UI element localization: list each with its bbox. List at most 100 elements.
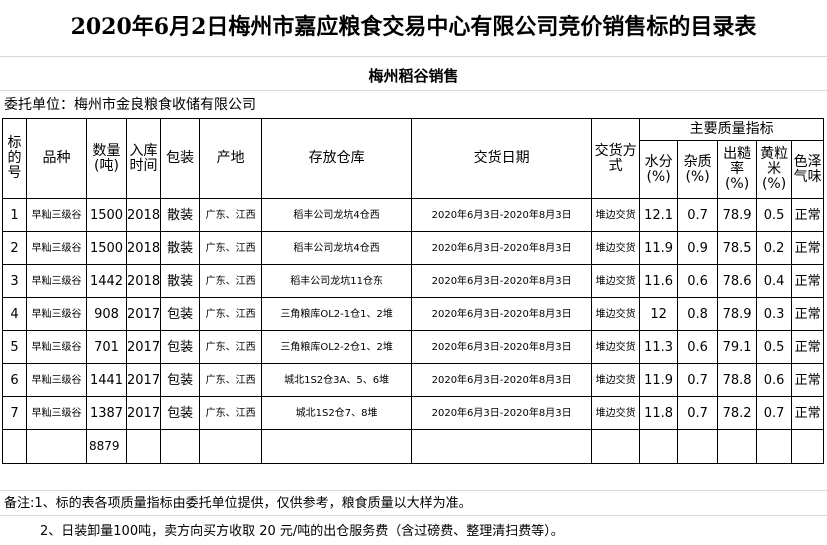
empty-cell <box>791 429 825 464</box>
cell-delivery-method: 堆边交货 <box>591 363 641 397</box>
cell-quantity: 1500 <box>86 198 127 232</box>
cell-packaging: 散装 <box>160 264 201 298</box>
header-warehouse: 存放仓库 <box>261 118 413 199</box>
cell-warehouse: 稻丰公司龙坑4仓西 <box>261 198 413 232</box>
cell-warehouse: 三角粮库OL2-1仓1、2堆 <box>261 297 413 331</box>
cell-lot-no: 7 <box>2 396 27 430</box>
cell-color-odor: 正常 <box>791 297 825 331</box>
empty-cell <box>639 429 679 464</box>
cell-warehouse: 城北1S2仓3A、5、6堆 <box>261 363 413 397</box>
gridline <box>0 515 827 516</box>
cell-variety: 早籼三级谷 <box>26 198 87 232</box>
cell-lot-no: 3 <box>2 264 27 298</box>
cell-delivery-date: 2020年6月3日-2020年8月3日 <box>411 198 593 232</box>
cell-lot-no: 5 <box>2 330 27 364</box>
cell-impurity: 0.6 <box>677 330 719 364</box>
cell-origin: 广东、江西 <box>199 264 263 298</box>
total-quantity: 8879 <box>86 429 127 464</box>
cell-origin: 广东、江西 <box>199 231 263 265</box>
cell-packaging: 散装 <box>160 231 201 265</box>
cell-delivery-method: 堆边交货 <box>591 297 641 331</box>
empty-cell <box>677 429 719 464</box>
cell-warehouse: 稻丰公司龙坑11仓东 <box>261 264 413 298</box>
cell-color-odor: 正常 <box>791 396 825 430</box>
cell-delivery-date: 2020年6月3日-2020年8月3日 <box>411 363 593 397</box>
cell-delivery-date: 2020年6月3日-2020年8月3日 <box>411 297 593 331</box>
cell-storage-year: 2017 <box>125 330 162 364</box>
cell-yellow-grain: 0.3 <box>756 297 793 331</box>
empty-cell <box>125 429 162 464</box>
cell-color-odor: 正常 <box>791 330 825 364</box>
note-1: 备注:1、标的表各项质量指标由委托单位提供，仅供参考，粮食质量以大样为准。 <box>4 496 472 511</box>
header-method: 交货方式 <box>591 118 641 199</box>
cell-variety: 早籼三级谷 <box>26 264 87 298</box>
cell-warehouse: 三角粮库OL2-2仓1、2堆 <box>261 330 413 364</box>
cell-packaging: 包装 <box>160 396 201 430</box>
cell-origin: 广东、江西 <box>199 396 263 430</box>
table-row: 5 早籼三级谷 701 2017 包装 广东、江西 三角粮库OL2-2仓1、2堆 2020年6… <box>2 330 825 364</box>
header-origin: 产地 <box>199 118 263 199</box>
table-row: 3 早籼三级谷 1442 2018 散装 广东、江西 稻丰公司龙坑11仓东 2020年6月3日… <box>2 264 825 298</box>
cell-yellow-grain: 0.2 <box>756 231 793 265</box>
cell-yellow-grain: 0.7 <box>756 396 793 430</box>
cell-storage-year: 2018 <box>125 198 162 232</box>
cell-husked-yield: 78.6 <box>717 264 758 298</box>
gridline <box>0 56 827 57</box>
cell-yellow-grain: 0.6 <box>756 363 793 397</box>
cell-color-odor: 正常 <box>791 231 825 265</box>
table-row: 1 早籼三级谷 1500 2018 散装 广东、江西 稻丰公司龙坑4仓西 2020年6月3日-… <box>2 198 825 232</box>
header-no: 标的号 <box>2 118 27 199</box>
cell-impurity: 0.7 <box>677 363 719 397</box>
cell-origin: 广东、江西 <box>199 297 263 331</box>
cell-husked-yield: 78.9 <box>717 198 758 232</box>
header-color: 色泽气味 <box>791 140 825 199</box>
cell-impurity: 0.7 <box>677 396 719 430</box>
header-qty: 数量(吨) <box>86 118 127 199</box>
cell-yellow-grain: 0.5 <box>756 198 793 232</box>
cell-quantity: 701 <box>86 330 127 364</box>
header-moisture: 水分(%) <box>639 140 679 199</box>
cell-storage-year: 2018 <box>125 264 162 298</box>
note-2: 2、日装卸量100吨，卖方向买方收取 20 元/吨的出仓服务费（含过磅费、整理清… <box>40 524 564 539</box>
cell-husked-yield: 78.9 <box>717 297 758 331</box>
cell-delivery-date: 2020年6月3日-2020年8月3日 <box>411 330 593 364</box>
cell-origin: 广东、江西 <box>199 330 263 364</box>
cell-warehouse: 城北1S2仓7、8堆 <box>261 396 413 430</box>
cell-storage-year: 2017 <box>125 297 162 331</box>
empty-cell <box>717 429 758 464</box>
cell-moisture: 11.8 <box>639 396 679 430</box>
cell-husked-yield: 78.5 <box>717 231 758 265</box>
header-yellow: 黄粒米(%) <box>756 140 793 199</box>
empty-cell <box>199 429 263 464</box>
cell-delivery-method: 堆边交货 <box>591 231 641 265</box>
cell-variety: 早籼三级谷 <box>26 330 87 364</box>
cell-storage-year: 2017 <box>125 363 162 397</box>
cell-yellow-grain: 0.4 <box>756 264 793 298</box>
gridline <box>0 490 827 491</box>
header-pack: 包装 <box>160 118 201 199</box>
cell-impurity: 0.8 <box>677 297 719 331</box>
cell-impurity: 0.9 <box>677 231 719 265</box>
catalog-table: 标的号 品种 数量(吨) 入库时间 包装 产地 存放仓库 交货日期 交货方式 主… <box>2 118 825 464</box>
cell-moisture: 11.9 <box>639 231 679 265</box>
header-date: 交货日期 <box>411 118 593 199</box>
cell-color-odor: 正常 <box>791 264 825 298</box>
cell-delivery-date: 2020年6月3日-2020年8月3日 <box>411 231 593 265</box>
cell-delivery-method: 堆边交货 <box>591 330 641 364</box>
cell-quantity: 1442 <box>86 264 127 298</box>
cell-quantity: 1441 <box>86 363 127 397</box>
header-variety: 品种 <box>26 118 87 199</box>
total-row: 8879 <box>2 429 825 464</box>
cell-lot-no: 6 <box>2 363 27 397</box>
table-row: 2 早籼三级谷 1500 2018 散装 广东、江西 稻丰公司龙坑4仓西 2020年6月3日-… <box>2 231 825 265</box>
cell-color-odor: 正常 <box>791 363 825 397</box>
table-row: 6 早籼三级谷 1441 2017 包装 广东、江西 城北1S2仓3A、5、6堆 2020年6… <box>2 363 825 397</box>
page-title: 2020年6月2日梅州市嘉应粮食交易中心有限公司竞价销售标的目录表 <box>70 14 757 40</box>
empty-cell <box>411 429 593 464</box>
cell-variety: 早籼三级谷 <box>26 231 87 265</box>
empty-cell <box>591 429 641 464</box>
cell-lot-no: 2 <box>2 231 27 265</box>
header-quality: 主要质量指标 <box>639 118 825 141</box>
empty-cell <box>26 429 87 464</box>
cell-origin: 广东、江西 <box>199 363 263 397</box>
